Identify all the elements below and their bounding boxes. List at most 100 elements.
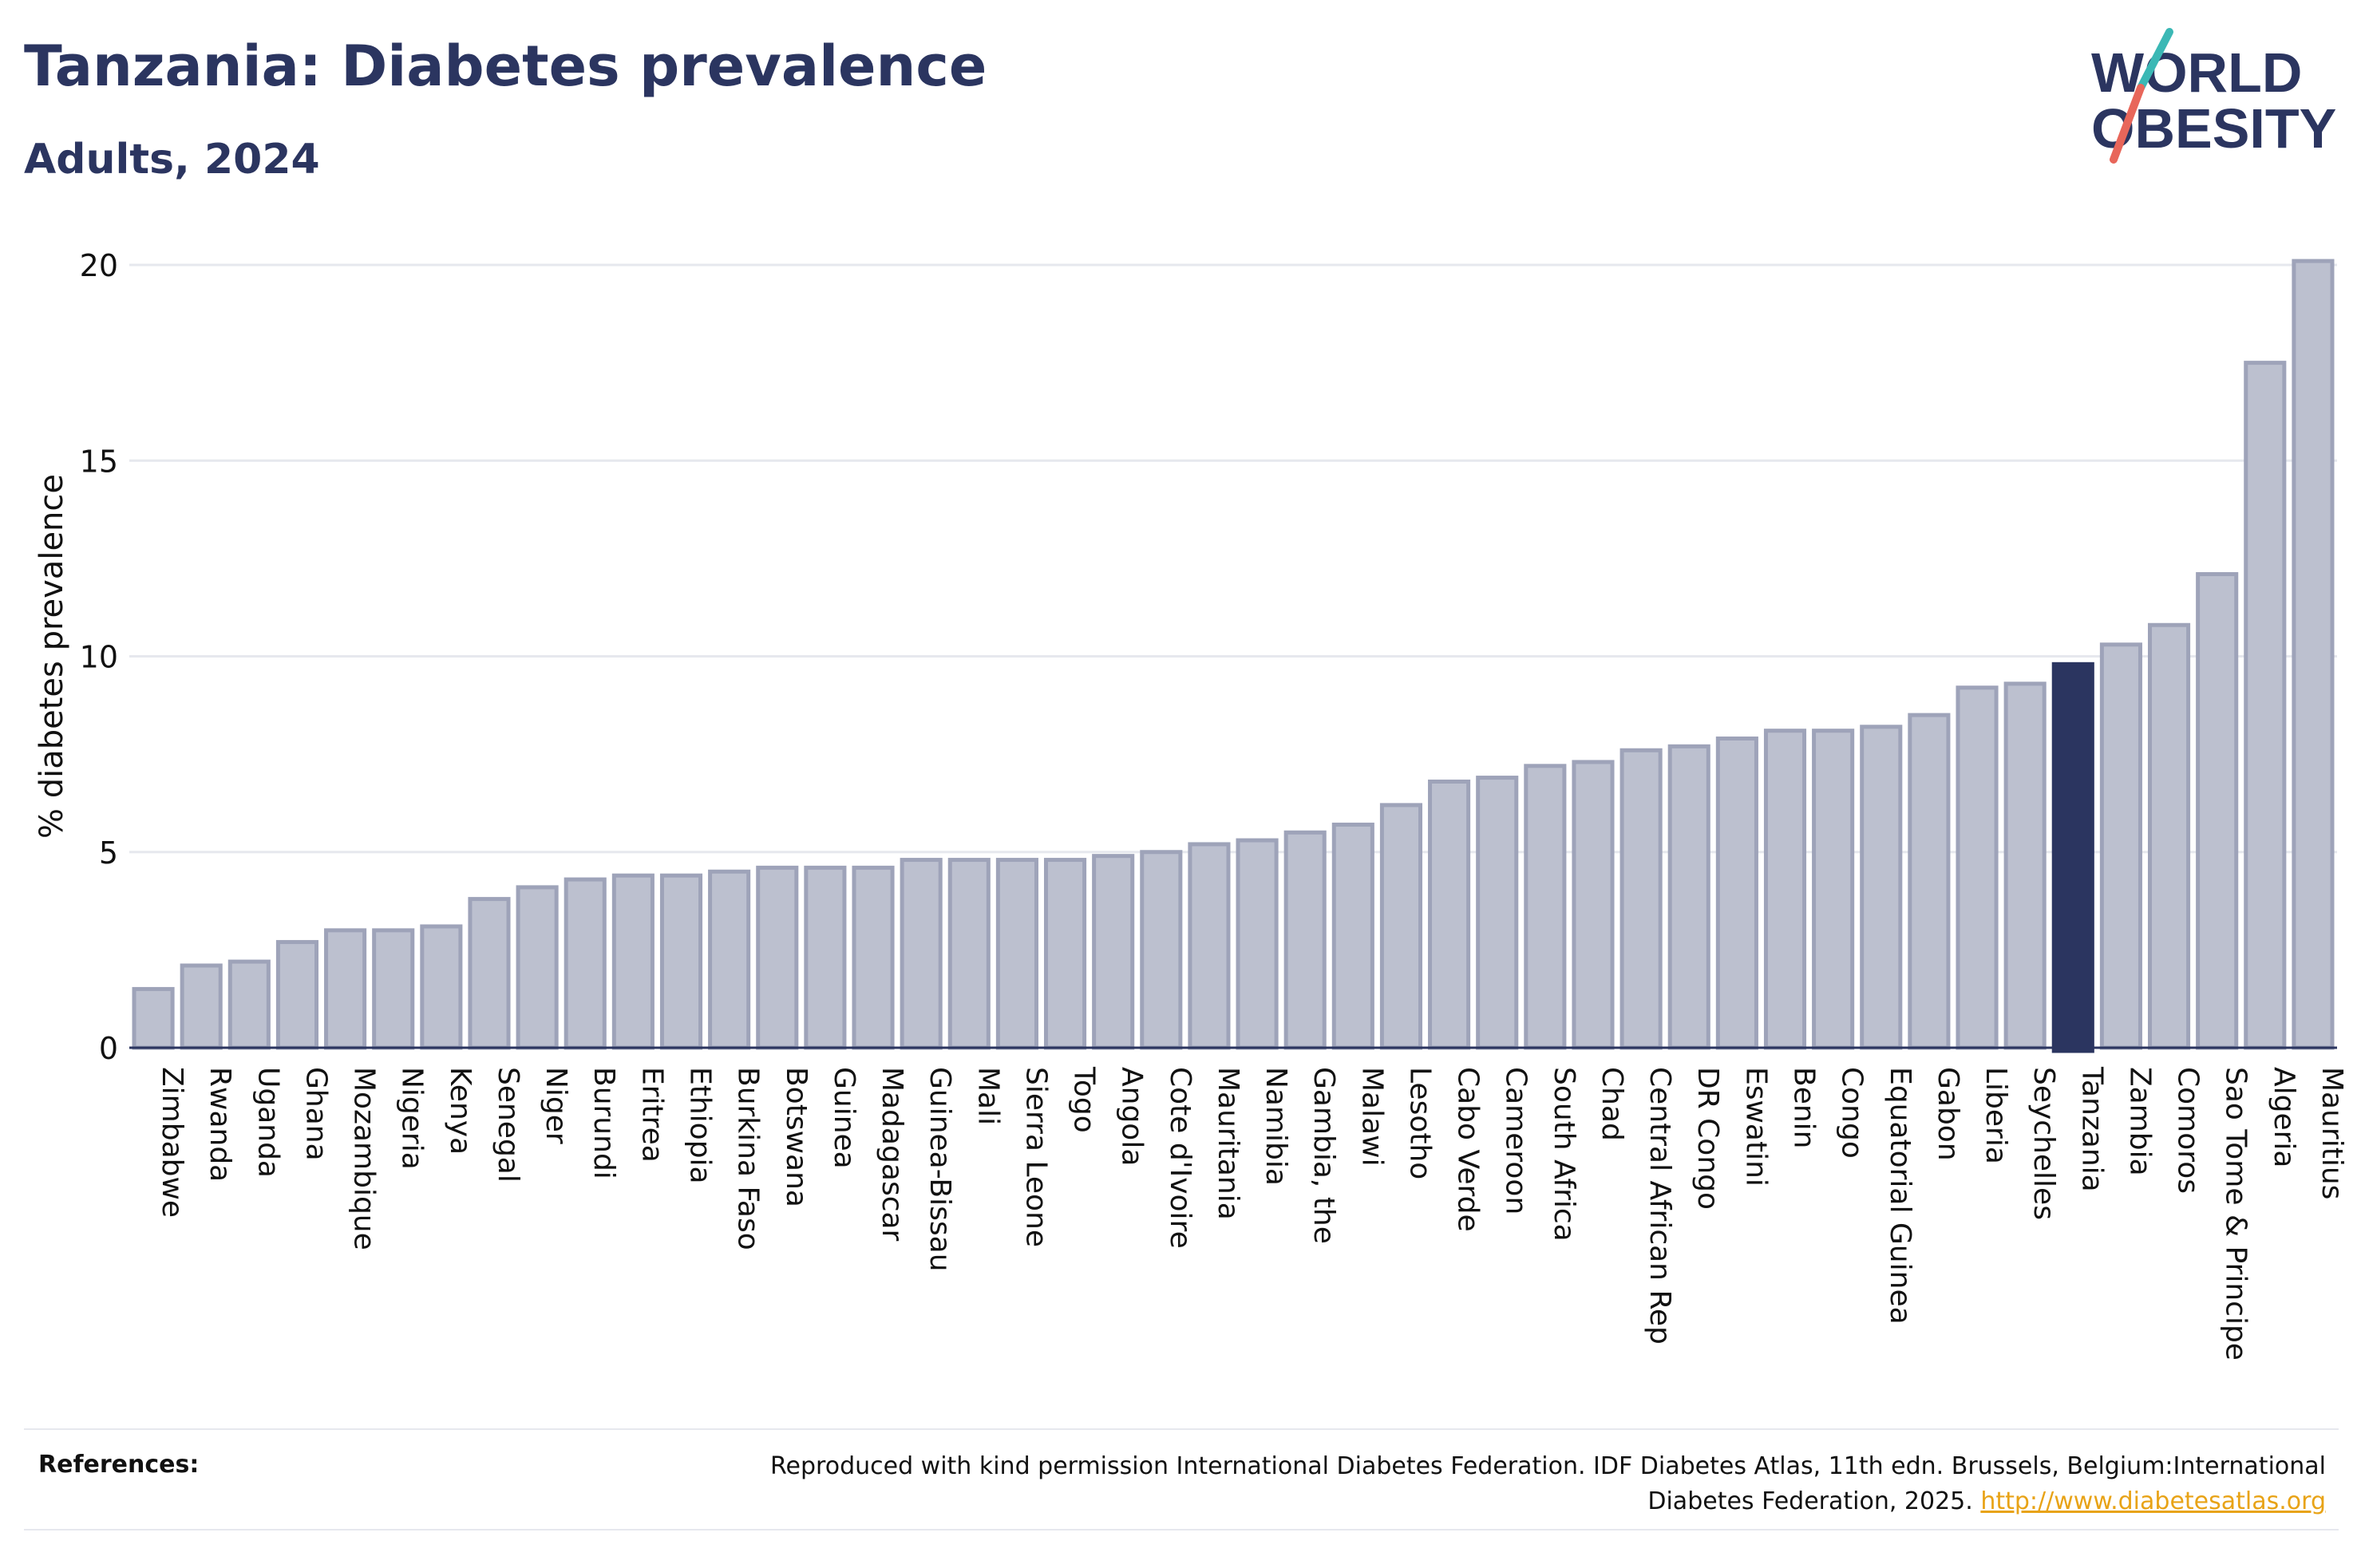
bar-cote-d-ivoire (1140, 850, 1183, 1050)
bar-algeria (2244, 361, 2287, 1050)
logo-word-world: WORLD (2091, 41, 2302, 104)
bar-namibia (1236, 838, 1279, 1050)
x-tick-label: Namibia (1260, 1067, 1292, 1186)
bar-burundi (564, 877, 607, 1050)
bar-burkina-faso (708, 869, 751, 1050)
x-tick-label: Botswana (780, 1067, 813, 1207)
y-tick-label: 0 (99, 1031, 118, 1066)
bar-sao-tome-principe (2196, 571, 2239, 1050)
x-tick-label: Senegal (492, 1067, 524, 1183)
x-tick-label: Kenya (444, 1067, 477, 1155)
bar-uganda (227, 959, 271, 1050)
bar-congo (1812, 729, 1855, 1050)
x-tick-label: Nigeria (396, 1067, 429, 1170)
bar-seychelles (2003, 681, 2047, 1050)
x-tick-label: Benin (1788, 1067, 1821, 1148)
x-tick-label: Madagascar (876, 1067, 908, 1242)
bar-benin (1763, 729, 1807, 1050)
bar-madagascar (852, 865, 895, 1050)
bar-rwanda (180, 963, 223, 1050)
bar-angola (1092, 854, 1135, 1050)
x-tick-label: Sierra Leone (1019, 1067, 1052, 1247)
x-tick-label: Togo (1068, 1066, 1101, 1133)
x-tick-label: Guinea-Bissau (923, 1067, 956, 1272)
bar-lesotho (1379, 803, 1423, 1050)
bar-eritrea (611, 873, 655, 1050)
bar-zambia (2099, 642, 2142, 1050)
x-tick-label: Tanzania (2075, 1066, 2108, 1192)
x-tick-label: Rwanda (204, 1067, 236, 1182)
x-tick-label: Malawi (1355, 1067, 1388, 1167)
bar-cabo-verde (1428, 779, 1471, 1050)
bar-mozambique (324, 928, 367, 1050)
x-tick-label: Congo (1836, 1067, 1869, 1159)
bar-niger (516, 885, 559, 1050)
x-tick-label: Burkina Faso (732, 1067, 765, 1250)
bar-gambia-the (1283, 830, 1327, 1050)
x-tick-label: Chad (1596, 1067, 1628, 1141)
x-tick-label: South Africa (1548, 1067, 1580, 1242)
x-tick-label: Mali (971, 1067, 1004, 1125)
x-tick-label: Zambia (2123, 1067, 2156, 1176)
x-tick-label: Eritrea (635, 1067, 668, 1163)
references-label: References: (38, 1451, 200, 1479)
x-tick-label: Gambia, the (1307, 1067, 1340, 1244)
x-tick-label: Mauritius (2316, 1067, 2348, 1199)
bar-dr-congo (1667, 744, 1710, 1050)
x-tick-label: Cabo Verde (1452, 1067, 1485, 1232)
bar-eswatini (1715, 737, 1758, 1050)
x-tick-label: Central African Rep (1643, 1067, 1676, 1345)
bar-tanzania (2051, 662, 2094, 1053)
x-tick-label: Niger (540, 1067, 572, 1144)
bar-sierra-leone (995, 858, 1038, 1050)
bar-comoros (2147, 622, 2191, 1050)
x-tick-label: Cote d'Ivoire (1164, 1067, 1196, 1249)
x-tick-label: Guinea (828, 1067, 860, 1169)
bar-gabon (1908, 713, 1951, 1050)
bar-chad (1572, 760, 1615, 1050)
bars (132, 259, 2335, 1053)
x-tick-label: Equatorial Guinea (1884, 1067, 1916, 1325)
bar-mali (947, 858, 991, 1050)
references-link[interactable]: http://www.diabetesatlas.org (1980, 1487, 2326, 1515)
x-axis-tick-labels: Zimbabwe Rwanda Uganda Ghana Mozambique Niger… (156, 1066, 2348, 1361)
logo-slash-teal (2137, 28, 2173, 92)
y-tick-label: 5 (99, 835, 118, 871)
x-tick-label: Cameroon (1500, 1067, 1532, 1215)
bar-malawi (1331, 822, 1374, 1050)
bar-liberia (1956, 685, 1999, 1050)
y-axis-ticks: 0 5 10 15 20 (80, 248, 118, 1066)
x-tick-label: Burundi (587, 1067, 620, 1179)
x-tick-label: Comoros (2172, 1067, 2205, 1194)
references-citation: Reproduced with kind permission Internat… (770, 1452, 2326, 1515)
references-panel: References: Reproduced with kind permiss… (24, 1428, 2339, 1530)
x-tick-label: Algeria (2268, 1067, 2300, 1168)
y-tick-label: 20 (80, 248, 118, 283)
y-tick-label: 15 (80, 444, 118, 479)
x-tick-label: Angola (1116, 1067, 1149, 1166)
logo-slash-coral (2110, 84, 2145, 164)
x-tick-label: Ethiopia (684, 1067, 717, 1184)
bar-central-african-rep (1619, 748, 1663, 1050)
x-tick-label: Lesotho (1403, 1067, 1436, 1179)
references-text: Reproduced with kind permission Internat… (690, 1449, 2326, 1519)
x-tick-label: Eswatini (1739, 1067, 1772, 1187)
bar-mauritius (2292, 259, 2335, 1050)
x-tick-label: Uganda (251, 1067, 284, 1178)
bar-south-africa (1524, 764, 1567, 1050)
bar-equatorial-guinea (1860, 725, 1903, 1050)
x-tick-label: Zimbabwe (156, 1067, 188, 1218)
x-tick-label: Gabon (1932, 1067, 1964, 1161)
x-tick-label: Mozambique (348, 1067, 381, 1250)
chart-title: Tanzania: Diabetes prevalence (24, 34, 987, 99)
bar-guinea (804, 865, 847, 1050)
bar-chart: 0 5 10 15 20 Zimbabwe Rwanda Uganda Ghana Mozamb… (34, 248, 2348, 1361)
x-tick-label: Mauritania (1212, 1067, 1244, 1220)
bar-botswana (756, 865, 799, 1050)
x-tick-label: Liberia (1979, 1067, 2012, 1164)
bar-togo (1043, 858, 1087, 1050)
x-tick-label: Ghana (299, 1067, 332, 1161)
bar-mauritania (1188, 842, 1231, 1050)
x-tick-label: DR Congo (1691, 1067, 1724, 1210)
bar-ethiopia (659, 873, 703, 1050)
